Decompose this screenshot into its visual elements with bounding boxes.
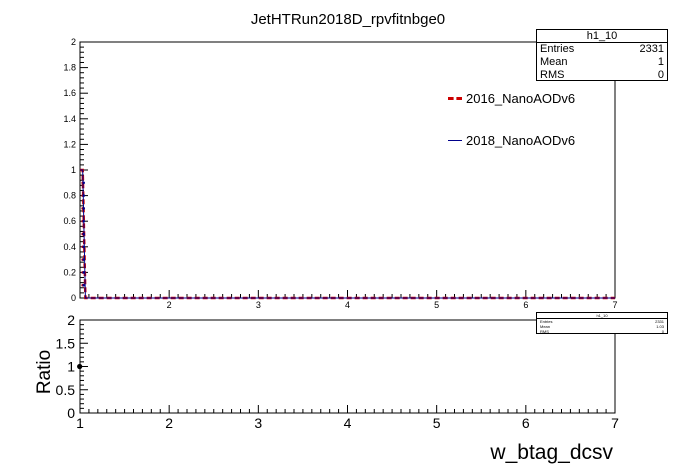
y-tick-label: 0.5 <box>56 382 76 398</box>
y-tick-label: 1.2 <box>63 139 76 149</box>
stats-label: Mean <box>540 56 568 69</box>
chart-title: JetHTRun2018D_rpvfitnbge0 <box>251 11 445 28</box>
series-marker <box>82 207 85 210</box>
y-tick-label: 1 <box>67 359 75 375</box>
x-tick-label: 4 <box>345 300 350 310</box>
x-tick-label: 5 <box>434 300 439 310</box>
top-panel: 0 0.2 0.4 0.6 0.8 1 1.2 1.4 1.6 1.8 2 2 3 4 5 6 7 <box>63 37 617 310</box>
x-tick-label: 2 <box>167 300 172 310</box>
stats-value: 1 <box>658 56 664 69</box>
series-marker <box>82 233 85 236</box>
y-tick-label: 1.6 <box>63 88 76 98</box>
y-tick-label: 1.4 <box>63 114 76 124</box>
legend-entry-2016: 2016_NanoAODv6 <box>448 90 575 106</box>
stats-row-mean: Mean 1 <box>537 56 667 69</box>
series-marker <box>82 271 85 274</box>
bottom-frame <box>80 320 615 413</box>
series-marker <box>82 220 85 223</box>
stats-value: 2331 <box>640 43 664 56</box>
y-tick-label: 0.2 <box>63 267 76 277</box>
y-tick-label: 0.6 <box>63 216 76 226</box>
legend: 2016_NanoAODv6 2018_NanoAODv6 <box>448 86 618 156</box>
x-tick-label: 3 <box>256 300 261 310</box>
y-tick-label: 0 <box>71 293 76 303</box>
top-frame <box>80 42 615 298</box>
x-axis-label: w_btag_dcsv <box>489 441 613 464</box>
x-tick-label: 7 <box>611 415 619 431</box>
stats-label: Entries <box>540 43 574 56</box>
y-tick-label: 2 <box>71 37 76 47</box>
y-tick-label: 2 <box>67 312 75 328</box>
series-marker <box>82 182 85 185</box>
series-marker <box>82 194 85 197</box>
bottom-panel: 0 0.5 1 1.5 2 1 2 3 4 5 6 7 <box>56 312 620 431</box>
stats-row-entries: Entries 2331 <box>537 43 667 56</box>
y-tick-label: 0 <box>67 405 75 421</box>
x-tick-label: 7 <box>612 300 617 310</box>
stats-row-rms: RMS 0 <box>537 69 667 82</box>
legend-label: 2018_NanoAODv6 <box>466 133 575 148</box>
legend-swatch <box>448 97 462 100</box>
x-tick-label: 5 <box>433 415 441 431</box>
y-tick-label: 1.8 <box>63 63 76 73</box>
x-tick-label: 3 <box>254 415 262 431</box>
legend-entry-2018: 2018_NanoAODv6 <box>448 132 575 148</box>
series-line <box>80 170 615 298</box>
y-tick-label: 0.8 <box>63 191 76 201</box>
stats-box-top: h1_10 Entries 2331 Mean 1 RMS 0 <box>536 29 668 81</box>
x-tick-label: 2 <box>165 415 173 431</box>
y-tick-label: 1.5 <box>56 335 76 351</box>
stats-row-rms: RMS 0 <box>537 329 667 334</box>
series-marker <box>82 246 85 249</box>
stats-value: 0 <box>662 329 664 334</box>
series-line <box>80 170 615 298</box>
legend-swatch <box>448 140 462 141</box>
series-marker <box>82 284 85 287</box>
stats-title: h1_10 <box>537 30 667 43</box>
stats-value: 0 <box>658 69 664 82</box>
y-axis-label: Ratio <box>34 350 55 394</box>
legend-label: 2016_NanoAODv6 <box>466 91 575 106</box>
x-tick-label: 1 <box>76 415 84 431</box>
y-tick-label: 1 <box>71 165 76 175</box>
stats-label: RMS <box>540 69 564 82</box>
stats-box-bottom: h1_10 Entries 2331 Mean 1.03 RMS 0 <box>536 312 668 334</box>
stats-label: RMS <box>540 329 549 334</box>
x-tick-label: 6 <box>522 415 530 431</box>
ratio-point <box>77 364 82 369</box>
x-tick-label: 6 <box>523 300 528 310</box>
series-marker <box>82 258 85 261</box>
x-tick-label: 4 <box>344 415 352 431</box>
y-tick-label: 0.4 <box>63 242 76 252</box>
